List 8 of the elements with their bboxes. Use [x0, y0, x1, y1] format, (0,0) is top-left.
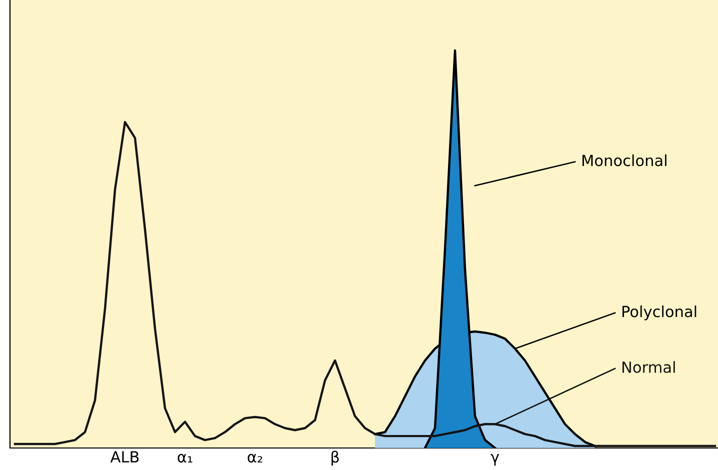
text: Polyclonal	[622, 305, 696, 320]
x-tick-label: ALB	[110, 451, 139, 462]
text: Monoclonal	[582, 154, 666, 166]
x-tick-label: α₂	[248, 454, 262, 463]
text: Normal	[622, 361, 675, 373]
x-tick-label: β	[332, 450, 339, 466]
x-tick-label: α₁	[178, 454, 192, 463]
x-tick-label: γ	[490, 454, 500, 466]
